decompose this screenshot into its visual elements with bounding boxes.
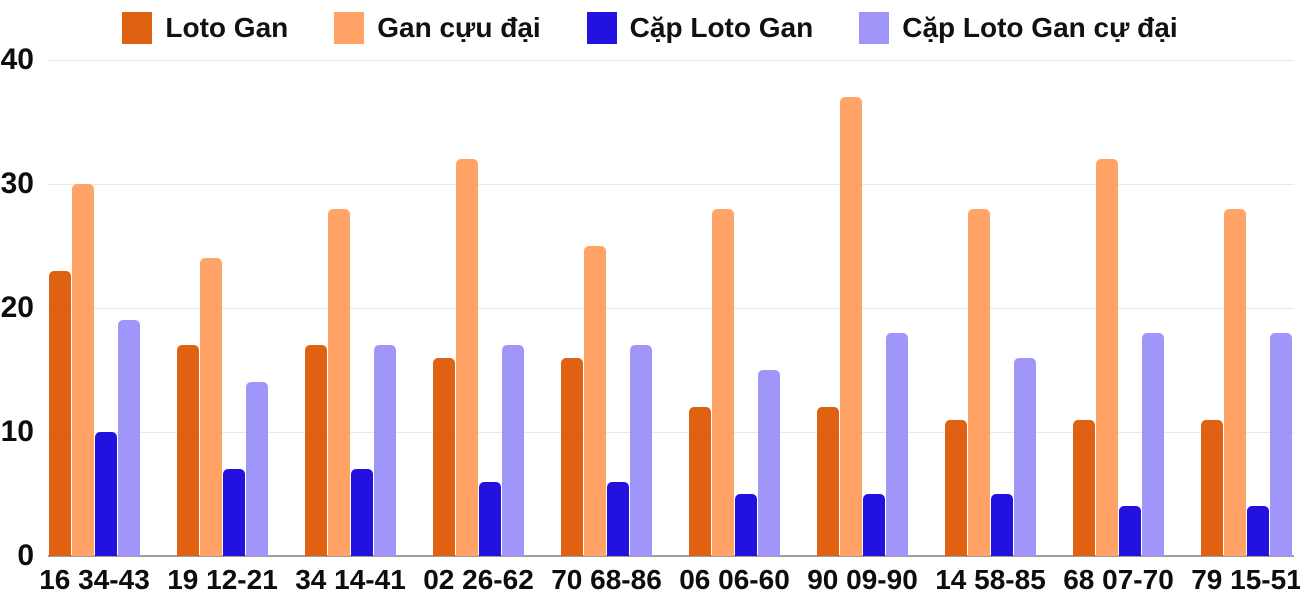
x-tick-label-1: 19 12-21 xyxy=(167,564,278,595)
bar-gan-cựu-đại-0[interactable] xyxy=(72,184,94,556)
bar-cặp-loto-gan-cự-đại-1[interactable] xyxy=(246,382,268,556)
bar-gan-cựu-đại-2[interactable] xyxy=(328,209,350,556)
bar-loto-gan-1[interactable] xyxy=(177,345,199,556)
legend-swatch xyxy=(334,12,365,44)
gridline-30 xyxy=(48,184,1294,185)
x-tick-label-2: 34 14-41 xyxy=(295,564,406,595)
bar-loto-gan-3[interactable] xyxy=(433,358,455,556)
bar-gan-cựu-đại-1[interactable] xyxy=(200,258,222,556)
x-tick-label-0: 16 34-43 xyxy=(39,564,150,595)
bar-loto-gan-5[interactable] xyxy=(689,407,711,556)
gridline-20 xyxy=(48,308,1294,309)
bar-gan-cựu-đại-6[interactable] xyxy=(840,97,862,556)
legend-label: Gan cựu đại xyxy=(377,12,541,43)
bar-cặp-loto-gan-cự-đại-9[interactable] xyxy=(1270,333,1292,556)
bar-cặp-loto-gan-cự-đại-7[interactable] xyxy=(1014,358,1036,556)
bar-cặp-loto-gan-cự-đại-3[interactable] xyxy=(502,345,524,556)
bar-group-6 xyxy=(817,60,908,556)
bar-cặp-loto-gan-4[interactable] xyxy=(607,482,629,556)
bar-gan-cựu-đại-9[interactable] xyxy=(1224,209,1246,556)
x-axis-line xyxy=(48,555,1294,557)
bar-gan-cựu-đại-7[interactable] xyxy=(968,209,990,556)
bar-cặp-loto-gan-2[interactable] xyxy=(351,469,373,556)
x-tick-label-5: 06 06-60 xyxy=(679,564,790,595)
legend-label: Cặp Loto Gan cự đại xyxy=(902,12,1178,43)
legend-item-1[interactable]: Gan cựu đại xyxy=(334,12,541,44)
x-tick-label-7: 14 58-85 xyxy=(935,564,1046,595)
bar-cặp-loto-gan-7[interactable] xyxy=(991,494,1013,556)
bar-cặp-loto-gan-cự-đại-4[interactable] xyxy=(630,345,652,556)
bar-cặp-loto-gan-9[interactable] xyxy=(1247,506,1269,556)
x-tick-label-8: 68 07-70 xyxy=(1063,564,1174,595)
legend-item-2[interactable]: Cặp Loto Gan xyxy=(586,12,814,44)
bar-loto-gan-0[interactable] xyxy=(49,271,71,556)
bar-group-4 xyxy=(561,60,652,556)
y-tick-label-40: 40 xyxy=(0,43,34,76)
x-tick-label-6: 90 09-90 xyxy=(807,564,918,595)
x-tick-label-9: 79 15-51 xyxy=(1191,564,1300,595)
bar-cặp-loto-gan-1[interactable] xyxy=(223,469,245,556)
bar-cặp-loto-gan-3[interactable] xyxy=(479,482,501,556)
legend-label: Loto Gan xyxy=(165,12,289,43)
legend-swatch xyxy=(859,12,890,44)
y-tick-label-20: 20 xyxy=(0,291,34,324)
bar-cặp-loto-gan-cự-đại-2[interactable] xyxy=(374,345,396,556)
bar-cặp-loto-gan-cự-đại-5[interactable] xyxy=(758,370,780,556)
y-tick-label-10: 10 xyxy=(0,415,34,448)
gridline-40 xyxy=(48,60,1294,61)
bar-group-8 xyxy=(1073,60,1164,556)
bar-cặp-loto-gan-cự-đại-0[interactable] xyxy=(118,320,140,556)
legend-label: Cặp Loto Gan xyxy=(629,12,814,43)
bar-group-0 xyxy=(49,60,140,556)
y-tick-label-30: 30 xyxy=(0,167,34,200)
bar-group-9 xyxy=(1201,60,1292,556)
bar-gan-cựu-đại-4[interactable] xyxy=(584,246,606,556)
bar-cặp-loto-gan-8[interactable] xyxy=(1119,506,1141,556)
bar-group-7 xyxy=(945,60,1036,556)
bar-cặp-loto-gan-cự-đại-6[interactable] xyxy=(886,333,908,556)
y-tick-label-0: 0 xyxy=(17,539,34,572)
bar-cặp-loto-gan-6[interactable] xyxy=(863,494,885,556)
bar-gan-cựu-đại-3[interactable] xyxy=(456,159,478,556)
legend-swatch xyxy=(122,12,153,44)
bar-gan-cựu-đại-5[interactable] xyxy=(712,209,734,556)
bar-loto-gan-7[interactable] xyxy=(945,420,967,556)
bar-loto-gan-4[interactable] xyxy=(561,358,583,556)
bar-gan-cựu-đại-8[interactable] xyxy=(1096,159,1118,556)
bar-loto-gan-6[interactable] xyxy=(817,407,839,556)
bar-group-1 xyxy=(177,60,268,556)
bar-group-2 xyxy=(305,60,396,556)
legend-swatch xyxy=(586,12,617,44)
bar-cặp-loto-gan-5[interactable] xyxy=(735,494,757,556)
bar-loto-gan-8[interactable] xyxy=(1073,420,1095,556)
bar-loto-gan-2[interactable] xyxy=(305,345,327,556)
bar-group-3 xyxy=(433,60,524,556)
x-tick-label-4: 70 68-86 xyxy=(551,564,662,595)
legend: Loto Gan Gan cựu đại Cặp Loto Gan Cặp Loto … xyxy=(0,6,1300,50)
bar-cặp-loto-gan-0[interactable] xyxy=(95,432,117,556)
bar-loto-gan-9[interactable] xyxy=(1201,420,1223,556)
bar-cặp-loto-gan-cự-đại-8[interactable] xyxy=(1142,333,1164,556)
x-tick-label-3: 02 26-62 xyxy=(423,564,534,595)
bar-group-5 xyxy=(689,60,780,556)
plot-area: 16 34-43 19 12-21 34 14-41 02 26-62 70 68-86… xyxy=(39,60,1300,594)
legend-item-3[interactable]: Cặp Loto Gan cự đại xyxy=(859,12,1178,44)
legend-item-0[interactable]: Loto Gan xyxy=(122,12,288,44)
gridline-10 xyxy=(48,432,1294,433)
